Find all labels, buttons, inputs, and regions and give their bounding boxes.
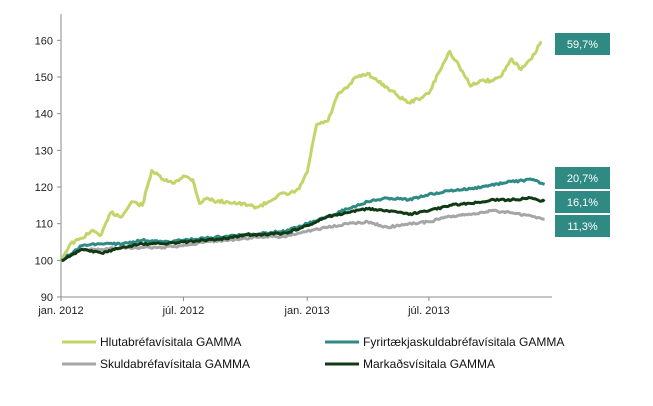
series-line [61, 208, 545, 262]
end-label-box [555, 33, 610, 55]
legend-label: Hlutabréfavísitala GAMMA [100, 335, 241, 349]
end-label-box [555, 215, 610, 237]
y-tick-label: 150 [35, 72, 53, 84]
series-lines [60, 40, 546, 262]
axes: 90 100 110 120 130 140 150 160 jan. 2012 júl. 201… [35, 14, 552, 317]
legend-label: Fyrirtækjaskuldabréfavísitala GAMMA [363, 335, 564, 349]
x-tick-label: júl. 2013 [407, 305, 450, 317]
legend-label: Skuldabréfavísitala GAMMA [100, 357, 250, 371]
y-tick-label: 130 [35, 145, 53, 157]
y-tick-label: 100 [35, 255, 53, 267]
y-tick-label: 110 [35, 219, 53, 231]
y-tick-label: 140 [35, 109, 53, 121]
series-line [60, 40, 543, 260]
end-label: 16,1% [567, 197, 598, 209]
legend-label: Markaðsvísitala GAMMA [363, 357, 495, 371]
y-tick-label: 90 [41, 292, 53, 304]
x-tick-label: jan. 2013 [284, 305, 330, 317]
end-label-box [555, 167, 610, 189]
end-label: 59,7% [567, 39, 598, 51]
end-label: 20,7% [567, 173, 598, 185]
y-tick-label: 120 [35, 182, 53, 194]
end-label-box [555, 191, 610, 213]
end-labels: 59,7% 20,7% 16,1% 11,3% [555, 33, 610, 237]
series-line [61, 196, 546, 262]
x-tick-label: júl. 2012 [162, 305, 205, 317]
y-tick-label: 160 [35, 35, 53, 47]
legend: Hlutabréfavísitala GAMMA Fyrirtækjaskulda… [62, 335, 564, 371]
end-label: 11,3% [567, 221, 598, 233]
x-tick-label: jan. 2012 [37, 305, 83, 317]
